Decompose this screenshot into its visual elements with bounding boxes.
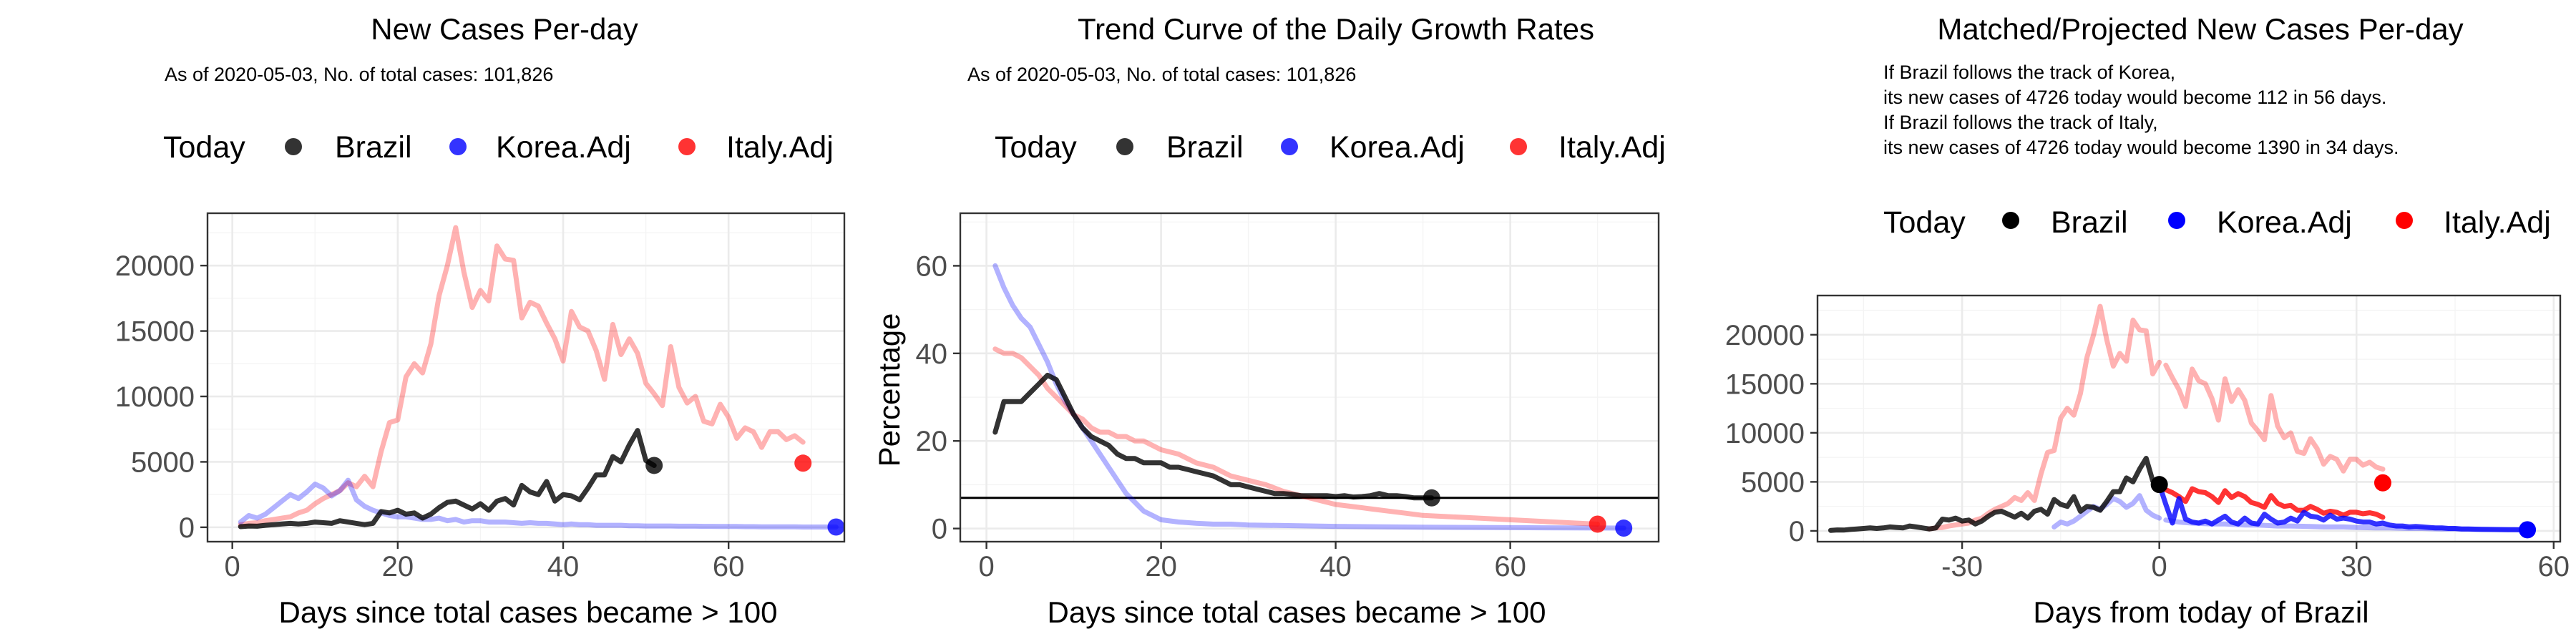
today-point-korea-adj <box>1615 519 1633 537</box>
panel-new-cases: New Cases Per-day As of 2020-05-03, No. … <box>115 12 846 629</box>
x-tick-label: 30 <box>2341 551 2373 582</box>
series-line-5 <box>2163 486 2386 520</box>
panel-2-plot: 0 20 40 60 0 20 40 60 <box>916 212 1660 582</box>
legend-label-brazil: Brazil <box>335 130 412 165</box>
panel-3-plot: -30 0 30 60 0 5000 10000 15000 20000 <box>1725 294 2570 582</box>
x-tick-label: 0 <box>2152 551 2167 582</box>
legend-label-korea: Korea.Adj <box>1330 130 1465 165</box>
y-tick-label: 15000 <box>1725 369 1805 400</box>
panel-1-xlabel: Days since total cases became > 100 <box>279 595 778 629</box>
today-point-korea-adj <box>827 518 845 536</box>
y-tick-label: 0 <box>1789 516 1805 547</box>
legend-label-italy: Italy.Adj <box>2444 205 2551 240</box>
legend-label-italy: Italy.Adj <box>726 130 834 165</box>
legend-dot-brazil <box>1116 138 1133 155</box>
legend-dot-korea <box>1281 138 1298 155</box>
legend-label-korea: Korea.Adj <box>2217 205 2352 240</box>
y-tick-label: 20000 <box>1725 320 1805 351</box>
annotation-line-2: its new cases of 4726 today would become… <box>1883 87 2386 108</box>
y-tick-label: 5000 <box>1741 467 1805 498</box>
y-tick-label: 20000 <box>115 250 195 282</box>
x-tick-label: 40 <box>1319 551 1352 582</box>
legend-dot-korea <box>449 138 467 155</box>
y-tick-label: 10000 <box>1725 418 1805 449</box>
y-tick-label: 60 <box>916 250 948 282</box>
panel-3-legend: Today Brazil Korea.Adj Italy.Adj <box>1883 205 2551 240</box>
y-tick-label: 20 <box>916 426 948 457</box>
annotation-line-4: its new cases of 4726 today would become… <box>1883 137 2399 158</box>
annotation-line-1: If Brazil follows the track of Korea, <box>1883 62 2175 83</box>
panel-growth-rates: Trend Curve of the Daily Growth Rates As… <box>872 12 1666 629</box>
legend-dot-korea <box>2168 212 2185 229</box>
today-point-brazil <box>1423 489 1440 507</box>
y-tick-label: 0 <box>179 512 195 544</box>
legend-label-korea: Korea.Adj <box>496 130 631 165</box>
today-point-italy-adj <box>1589 515 1606 533</box>
today-point-italy-adj <box>794 454 812 472</box>
series-line-2 <box>238 428 657 530</box>
today-point-korea-adj <box>2519 521 2537 539</box>
panel-projected: Matched/Projected New Cases Per-day If B… <box>1725 12 2570 629</box>
series-line-0 <box>238 225 806 527</box>
legend-title: Today <box>995 130 1077 165</box>
panel-1-legend: Today Brazil Korea.Adj Italy.Adj <box>163 130 834 165</box>
today-point-italy-adj <box>2373 474 2391 492</box>
today-point-brazil <box>2150 476 2168 494</box>
panel-2-xlabel: Days since total cases became > 100 <box>1048 595 1546 629</box>
legend-dot-italy <box>2396 212 2413 229</box>
x-tick-label: 60 <box>2538 551 2570 582</box>
x-tick-label: 0 <box>225 551 240 582</box>
x-tick-label: -30 <box>1941 551 1983 582</box>
today-point-brazil <box>645 457 663 474</box>
x-tick-label: 60 <box>713 551 745 582</box>
legend-dot-brazil <box>285 138 302 155</box>
legend-dot-italy <box>678 138 696 155</box>
panel-2-ylabel: Percentage <box>872 313 906 467</box>
x-tick-label: 20 <box>1145 551 1177 582</box>
legend-dot-brazil <box>2002 212 2019 229</box>
x-tick-label: 0 <box>978 551 994 582</box>
x-tick-label: 40 <box>547 551 580 582</box>
panel-2-subtitle: As of 2020-05-03, No. of total cases: 10… <box>967 64 1356 85</box>
series-line-0 <box>992 263 1626 531</box>
series-line-6 <box>2157 482 2530 532</box>
y-tick-label: 0 <box>932 514 947 545</box>
legend-label-brazil: Brazil <box>2051 205 2128 240</box>
legend-label-italy: Italy.Adj <box>1558 130 1666 165</box>
plot-frame <box>1816 294 2562 543</box>
series-line-1 <box>992 346 1601 527</box>
panel-1-title: New Cases Per-day <box>371 12 638 46</box>
panel-3-title: Matched/Projected New Cases Per-day <box>1937 12 2463 46</box>
panel-1-subtitle: As of 2020-05-03, No. of total cases: 10… <box>165 64 553 85</box>
series-line-1 <box>238 477 839 530</box>
plot-frame <box>206 212 846 543</box>
legend-title: Today <box>163 130 245 165</box>
annotation-line-3: If Brazil follows the track of Italy, <box>1883 112 2158 133</box>
y-tick-label: 40 <box>916 338 948 370</box>
series-line-2 <box>992 372 1435 501</box>
y-tick-label: 15000 <box>115 316 195 348</box>
y-tick-label: 5000 <box>131 447 195 478</box>
panel-1-plot: 0 20 40 60 0 5000 10000 15000 20000 <box>115 212 846 582</box>
x-tick-label: 60 <box>1494 551 1526 582</box>
legend-label-brazil: Brazil <box>1166 130 1244 165</box>
panel-2-title: Trend Curve of the Daily Growth Rates <box>1078 12 1594 46</box>
series-line-0 <box>1926 303 2162 532</box>
panel-3-xlabel: Days from today of Brazil <box>2033 595 2368 629</box>
legend-dot-italy <box>1510 138 1527 155</box>
series-line-1 <box>2163 362 2386 474</box>
panel-2-legend: Today Brazil Korea.Adj Italy.Adj <box>995 130 1666 165</box>
legend-title: Today <box>1883 205 1966 240</box>
plot-frame <box>959 212 1660 543</box>
y-tick-label: 10000 <box>115 381 195 413</box>
series-line-4 <box>1828 456 2162 533</box>
x-tick-label: 20 <box>382 551 414 582</box>
